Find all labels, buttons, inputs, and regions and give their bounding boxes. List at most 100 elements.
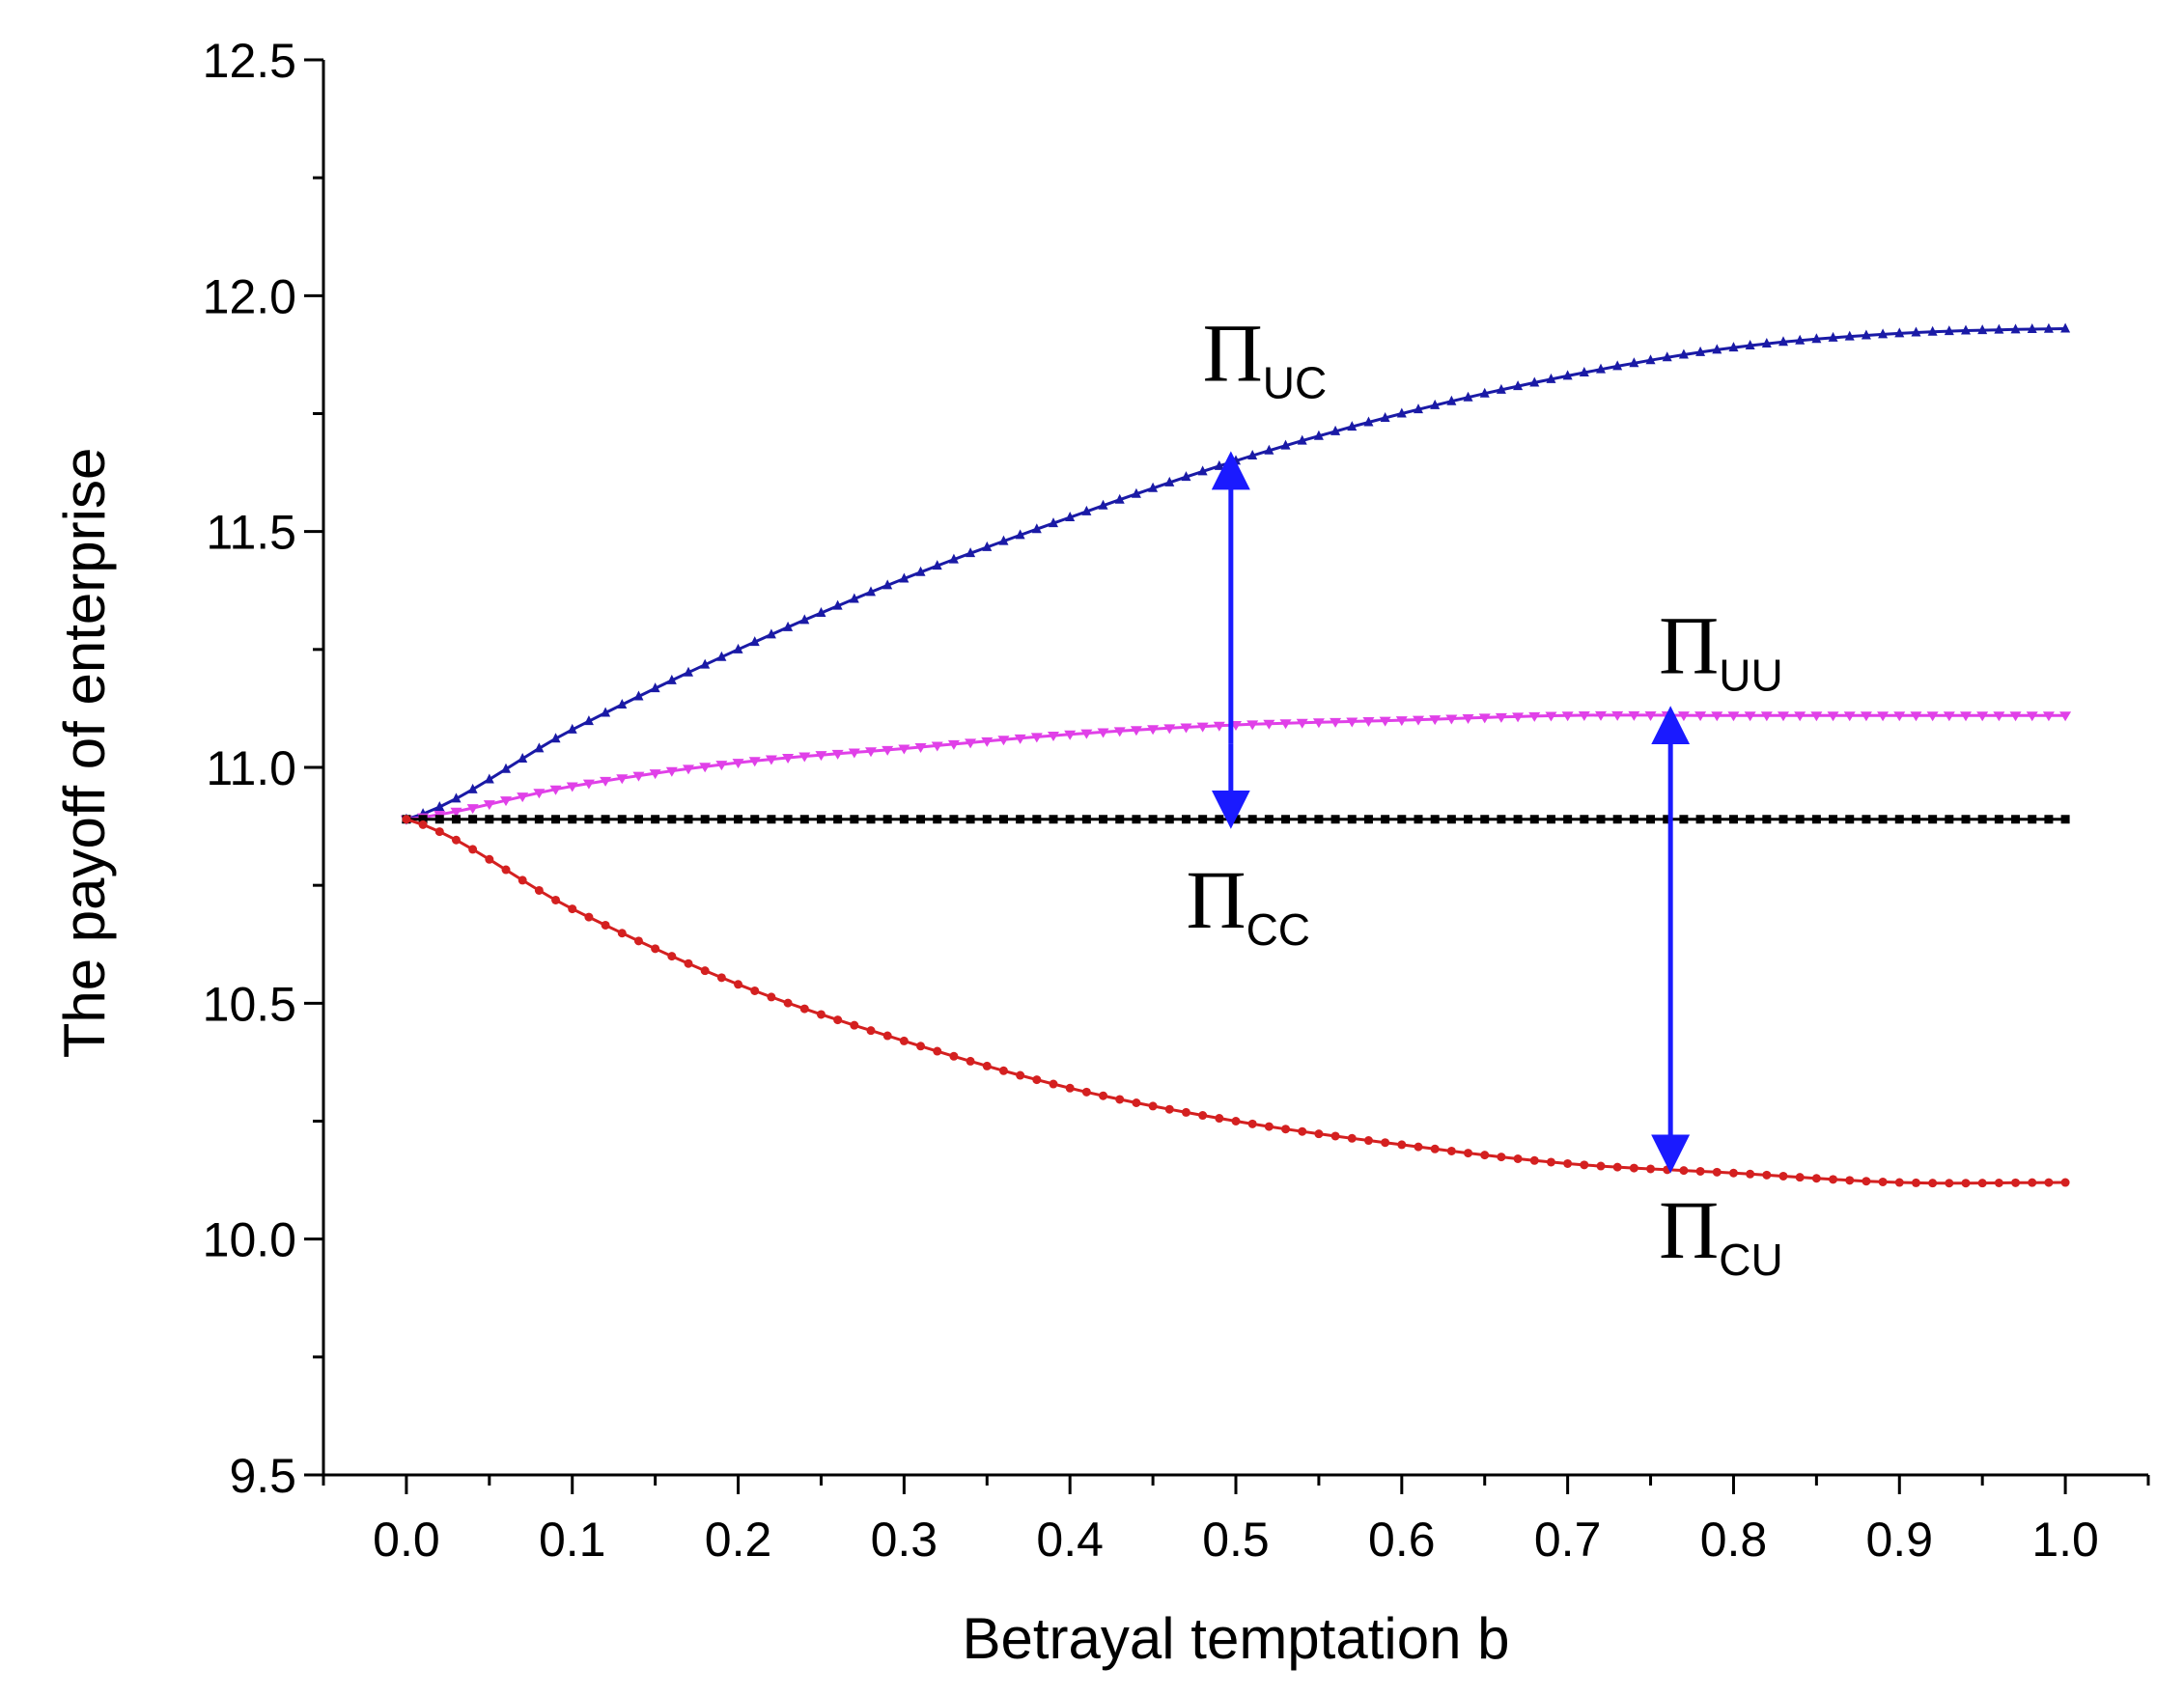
x-tick-label: 0.7 (1534, 1513, 1602, 1567)
data-point (1961, 1179, 1971, 1188)
data-point (1181, 815, 1190, 824)
data-point (1446, 1146, 1456, 1155)
data-point (1894, 1178, 1904, 1187)
data-point (1363, 815, 1373, 824)
data-point (815, 751, 827, 762)
data-point (1379, 716, 1391, 727)
data-point (1298, 1126, 1307, 1136)
data-point (1828, 331, 1838, 342)
data-point (750, 986, 760, 995)
data-point (898, 744, 910, 755)
data-point (1562, 370, 1573, 380)
data-point (1280, 439, 1291, 450)
data-point (485, 854, 494, 864)
data-point (601, 920, 610, 930)
data-point (1163, 724, 1176, 735)
data-point (1446, 395, 1457, 405)
data-point (733, 643, 743, 653)
data-point (849, 593, 859, 603)
data-point (1862, 1177, 1871, 1186)
data-point (517, 792, 529, 803)
data-point (1861, 329, 1871, 340)
data-point (1247, 815, 1257, 824)
data-point (966, 815, 975, 824)
data-point (1877, 711, 1890, 722)
data-point (632, 771, 645, 782)
data-point (2042, 711, 2055, 722)
data-point (1279, 719, 1292, 730)
data-point (2011, 815, 2021, 824)
data-point (1330, 1131, 1340, 1141)
data-point (1795, 1173, 1805, 1182)
data-point (1081, 815, 1091, 824)
data-point (1611, 710, 1624, 721)
data-point (1314, 1129, 1324, 1139)
data-point (1281, 815, 1291, 824)
data-point (1215, 815, 1224, 824)
data-point (1131, 487, 1141, 498)
data-point (1646, 1164, 1656, 1174)
data-point (1678, 348, 1689, 359)
data-point (799, 614, 810, 625)
data-point (866, 1026, 876, 1036)
data-point (1064, 730, 1077, 740)
data-point (1115, 1095, 1125, 1104)
data-point (1778, 815, 1788, 824)
data-point (799, 1004, 809, 1014)
label-pi-uc: ΠUC (1203, 306, 1328, 407)
data-point (1711, 711, 1723, 722)
data-point (501, 763, 511, 773)
data-point (500, 796, 512, 807)
data-point (1662, 351, 1672, 362)
data-point (1712, 815, 1722, 824)
data-point (467, 783, 478, 793)
data-point (1862, 815, 1871, 824)
data-point (1314, 815, 1324, 824)
data-point (1728, 342, 1739, 352)
y-tick-label: 12.5 (203, 34, 296, 88)
data-point (915, 566, 926, 576)
data-point (1497, 1153, 1506, 1162)
data-point (434, 827, 444, 837)
data-point (1032, 1075, 1042, 1085)
data-point (1413, 715, 1424, 726)
data-point (1829, 815, 1838, 824)
data-point (916, 1042, 926, 1051)
data-point (1298, 815, 1307, 824)
data-point (1545, 711, 1557, 722)
data-point (1646, 815, 1656, 824)
data-point (783, 998, 793, 1008)
data-point (1578, 711, 1590, 722)
data-point (633, 815, 643, 824)
data-point (2009, 711, 2022, 722)
data-point (766, 628, 776, 639)
data-point (767, 992, 776, 1002)
data-point (1778, 336, 1788, 347)
data-point (850, 815, 859, 824)
label-pi-cu: ΠCU (1659, 1183, 1783, 1285)
data-point (518, 875, 527, 885)
data-point (966, 1056, 975, 1066)
data-point (1181, 471, 1191, 482)
data-point (1712, 344, 1722, 354)
data-point (1016, 1070, 1025, 1080)
series-cc (402, 815, 2070, 824)
data-point (1347, 815, 1357, 824)
data-point (1894, 327, 1905, 338)
data-point (1513, 380, 1524, 391)
data-point (1878, 815, 1888, 824)
data-point (865, 747, 877, 758)
data-point (1695, 815, 1705, 824)
data-point (1976, 711, 1989, 722)
data-point (734, 980, 743, 989)
data-point (2026, 711, 2038, 722)
data-point (734, 815, 743, 824)
data-point (1130, 726, 1142, 736)
data-point (1612, 815, 1622, 824)
data-point (1911, 1178, 1920, 1187)
data-point (1977, 815, 1987, 824)
data-point (798, 752, 811, 763)
data-point (750, 815, 760, 824)
data-point (1081, 505, 1092, 515)
data-point (1496, 383, 1506, 394)
